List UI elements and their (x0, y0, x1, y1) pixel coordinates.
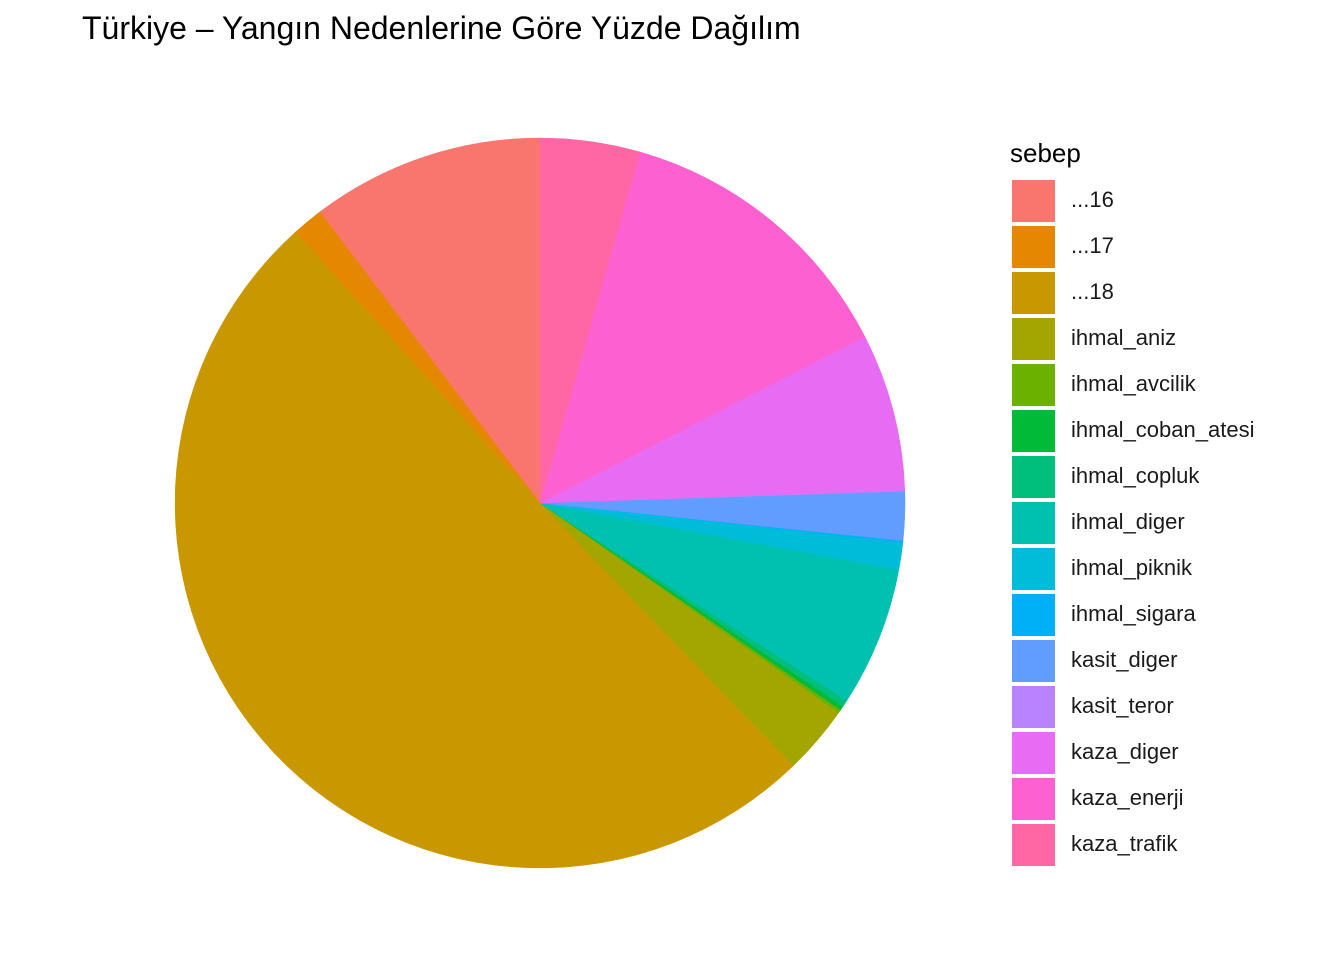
legend-item: ihmal_aniz (1010, 314, 1176, 360)
legend-item: ihmal_coban_atesi (1010, 406, 1254, 452)
legend-label: kasit_teror (1071, 693, 1174, 718)
legend-key (1012, 686, 1055, 728)
legend-label: ...16 (1071, 187, 1114, 212)
legend-label: kaza_enerji (1071, 785, 1184, 810)
pie-slice-ihmal_diger (539, 502, 900, 701)
legend-item: ihmal_piknik (1010, 544, 1192, 590)
pie-slice-kaza_enerji (539, 151, 866, 504)
legend-item: ihmal_sigara (1010, 590, 1196, 636)
legend-key (1012, 410, 1055, 452)
legend-label: ihmal_sigara (1071, 601, 1196, 626)
pie-slices (174, 137, 906, 869)
pie-slice-kaza_trafik (539, 137, 641, 504)
legend-label: kasit_diger (1071, 647, 1178, 672)
legend-key (1012, 364, 1055, 406)
legend-label: kaza_diger (1071, 739, 1179, 764)
legend-item: kaza_enerji (1010, 774, 1184, 820)
legend-label: ihmal_coban_atesi (1071, 417, 1255, 442)
legend-key (1012, 226, 1055, 268)
legend-label: ihmal_diger (1071, 509, 1185, 534)
legend-key (1012, 824, 1055, 866)
legend-label: ...17 (1071, 233, 1114, 258)
legend-item: ihmal_diger (1010, 498, 1185, 544)
legend-key (1012, 272, 1055, 314)
legend-key (1012, 502, 1055, 544)
legend-item: kasit_teror (1010, 682, 1174, 728)
legend-label: kaza_trafik (1071, 831, 1178, 856)
legend-key (1012, 732, 1055, 774)
legend-item: ihmal_copluk (1010, 452, 1199, 498)
legend-key (1012, 318, 1055, 360)
legend-key (1012, 778, 1055, 820)
pie-slice-16 (319, 137, 541, 504)
legend-item: kasit_diger (1010, 636, 1177, 682)
legend-item: ihmal_avcilik (1010, 360, 1196, 406)
legend-key (1012, 548, 1055, 590)
legend-label: ihmal_copluk (1071, 463, 1200, 488)
legend-key (1012, 456, 1055, 498)
legend-key (1012, 180, 1055, 222)
chart-title: Türkiye – Yangın Nedenlerine Göre Yüzde … (82, 10, 801, 46)
legend-key (1012, 640, 1055, 682)
legend-item: ...17 (1010, 222, 1114, 268)
legend-key (1012, 594, 1055, 636)
legend-label: ...18 (1071, 279, 1114, 304)
legend-item: kaza_diger (1010, 728, 1179, 774)
legend: sebep ...16 ...17 ...18 ihmal_aniz ihmal_avc… (1010, 136, 1254, 866)
legend-item: ...18 (1010, 268, 1114, 314)
legend-label: ihmal_piknik (1071, 555, 1193, 580)
legend-item: kaza_trafik (1010, 820, 1177, 866)
pie-slice-kaza_diger (539, 336, 906, 504)
legend-label: ihmal_avcilik (1071, 371, 1196, 396)
legend-label: ihmal_aniz (1071, 325, 1177, 350)
legend-item: ...16 (1010, 176, 1114, 222)
legend-title: sebep (1010, 138, 1081, 168)
pie-slice-18 (174, 231, 794, 869)
